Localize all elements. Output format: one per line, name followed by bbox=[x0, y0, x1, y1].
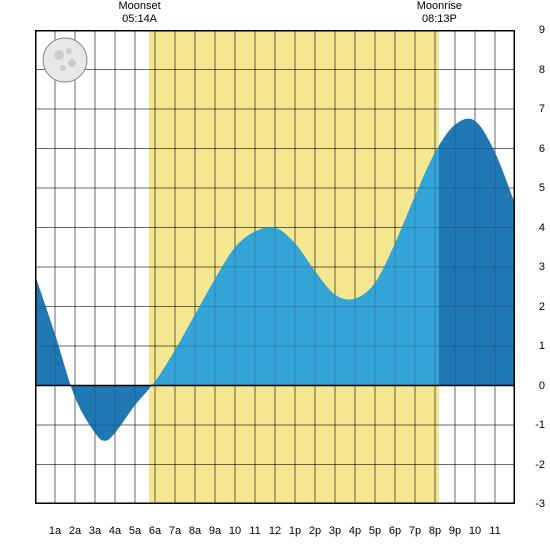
x-tick: 2a bbox=[69, 525, 81, 537]
y-tick: 0 bbox=[539, 380, 545, 392]
x-tick: 11 bbox=[489, 525, 500, 537]
x-tick: 7a bbox=[169, 525, 181, 537]
x-tick: 8a bbox=[189, 525, 201, 537]
y-tick: 9 bbox=[539, 24, 545, 36]
y-tick: 2 bbox=[539, 301, 545, 313]
tide-svg bbox=[35, 30, 515, 504]
y-tick: 5 bbox=[539, 182, 545, 194]
moonset-label: Moonset bbox=[90, 0, 190, 13]
y-tick: 3 bbox=[539, 261, 545, 273]
x-tick: 7p bbox=[409, 525, 421, 537]
y-tick: -3 bbox=[535, 498, 545, 510]
x-tick: 6a bbox=[149, 525, 161, 537]
x-tick: 11 bbox=[249, 525, 260, 537]
y-tick: 8 bbox=[539, 64, 545, 76]
x-tick: 4a bbox=[109, 525, 121, 537]
x-tick: 1p bbox=[289, 525, 301, 537]
y-tick: -2 bbox=[535, 459, 545, 471]
x-tick: 12 bbox=[269, 525, 281, 537]
x-tick: 1a bbox=[49, 525, 61, 537]
y-tick: 7 bbox=[539, 103, 545, 115]
x-tick: 3a bbox=[89, 525, 101, 537]
x-tick: 5p bbox=[369, 525, 381, 537]
x-tick: 10 bbox=[229, 525, 241, 537]
x-tick: 2p bbox=[309, 525, 321, 537]
y-tick: 1 bbox=[539, 340, 545, 352]
x-tick: 4p bbox=[349, 525, 361, 537]
moon-icon bbox=[43, 38, 87, 82]
moonset-time: 05:14A bbox=[90, 13, 190, 26]
y-tick: 6 bbox=[539, 143, 545, 155]
moonrise-time: 08:13P bbox=[389, 13, 489, 26]
x-tick: 8p bbox=[429, 525, 441, 537]
x-tick: 9a bbox=[209, 525, 221, 537]
y-tick: 4 bbox=[539, 222, 545, 234]
y-axis: -3-2-10123456789 bbox=[515, 30, 545, 504]
x-tick: 5a bbox=[129, 525, 141, 537]
x-axis: 1a 2a 3a 4a 5a 6a 7a 8a 9a 10 11 12 1p 2p 3p 4p 5p 6p 7p 8p… bbox=[35, 525, 515, 545]
x-tick: 3p bbox=[329, 525, 341, 537]
x-tick: 9p bbox=[449, 525, 461, 537]
plot-area bbox=[35, 30, 515, 504]
moon-annotations: Moonset 05:14A Moonrise 08:13P bbox=[0, 0, 550, 30]
moonset-annotation: Moonset 05:14A bbox=[90, 0, 190, 26]
y-tick: -1 bbox=[535, 419, 545, 431]
x-tick: 10 bbox=[469, 525, 481, 537]
tide-chart: Moonset 05:14A Moonrise 08:13P -3-2-1012… bbox=[0, 0, 550, 550]
moonrise-annotation: Moonrise 08:13P bbox=[389, 0, 489, 26]
moonrise-label: Moonrise bbox=[389, 0, 489, 13]
x-tick: 6p bbox=[389, 525, 401, 537]
